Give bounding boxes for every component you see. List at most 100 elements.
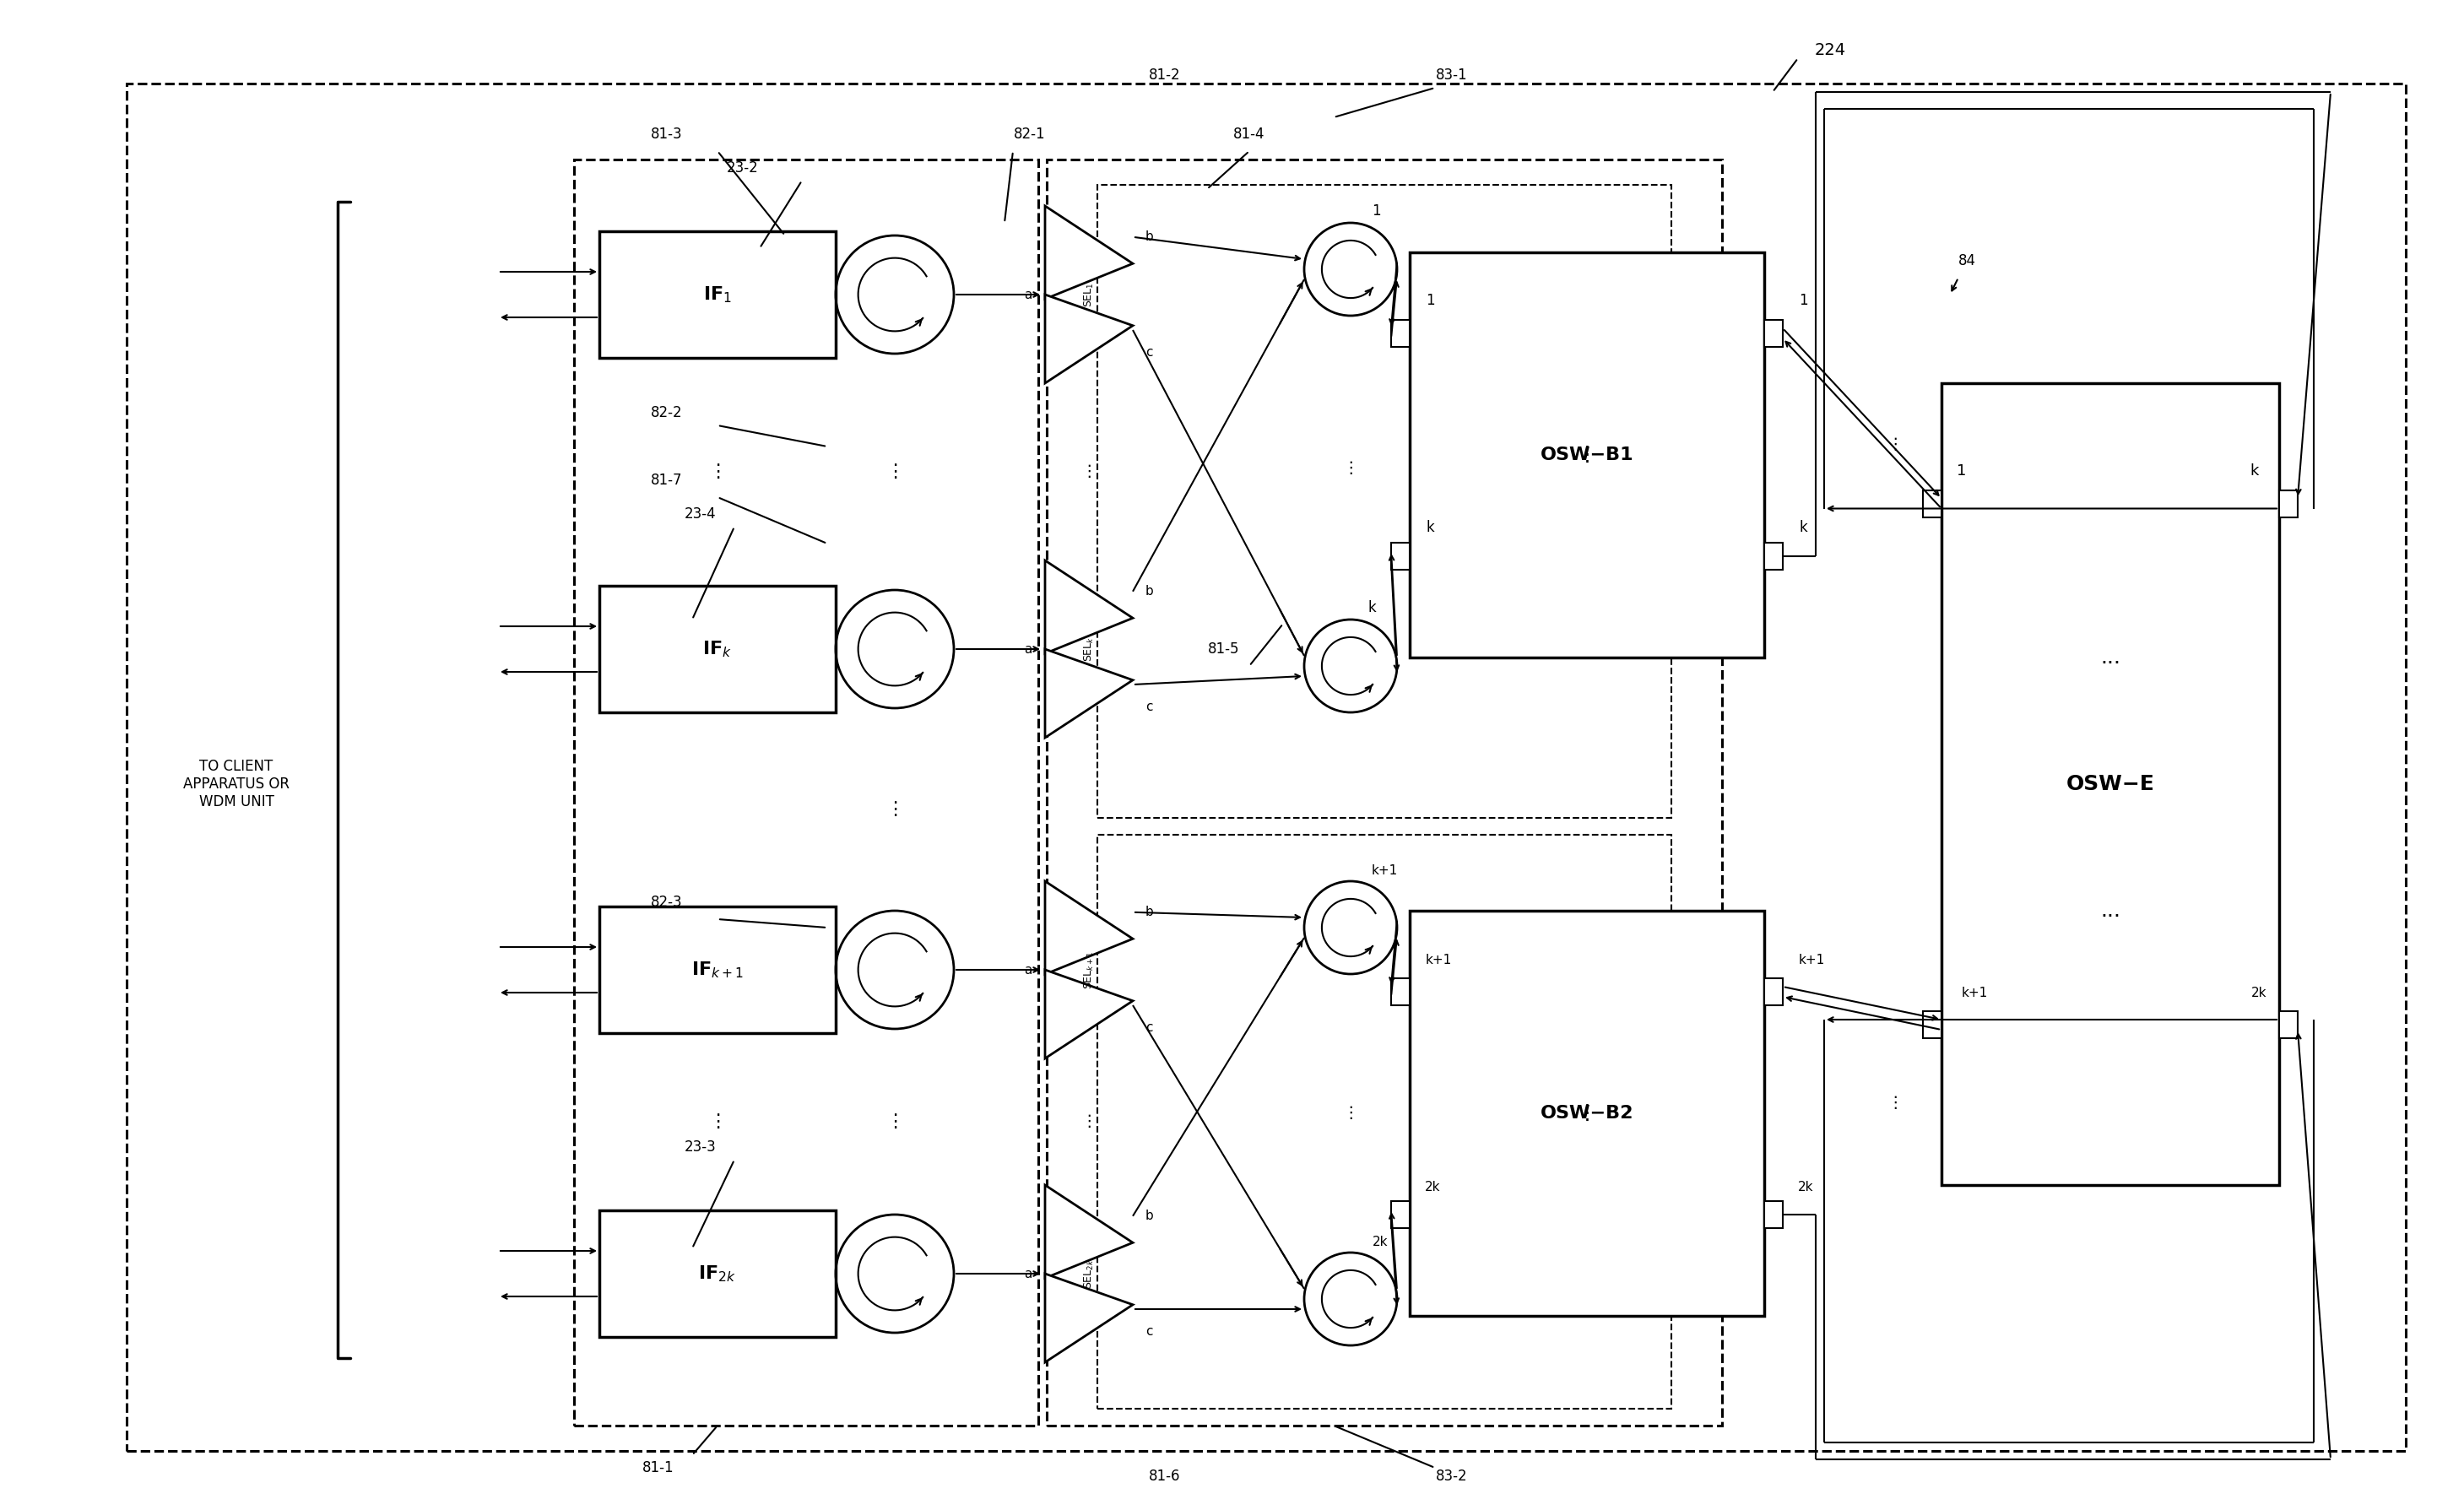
Text: ⋮: ⋮ — [885, 464, 904, 480]
Text: ...: ... — [2099, 900, 2122, 921]
Bar — [2279, 489, 2299, 516]
Text: 23-3: 23-3 — [685, 1140, 717, 1155]
Text: a: a — [1025, 288, 1032, 300]
Text: k: k — [2250, 464, 2259, 479]
Text: 81-1: 81-1 — [643, 1460, 675, 1475]
Bar — [1764, 978, 1784, 1006]
Text: 83-1: 83-1 — [1437, 68, 1469, 83]
Text: OSW−B2: OSW−B2 — [1540, 1105, 1634, 1122]
Text: ⋮: ⋮ — [1577, 445, 1597, 465]
Text: SEL$_{2k}$: SEL$_{2k}$ — [1082, 1258, 1096, 1290]
Polygon shape — [1045, 1185, 1133, 1277]
Bar — [1764, 542, 1784, 569]
Text: c: c — [1146, 1324, 1153, 1338]
Text: k+1: k+1 — [1961, 986, 1988, 1000]
Bar — [1392, 542, 1409, 569]
Text: ⋮: ⋮ — [1343, 1105, 1358, 1122]
Text: 81-4: 81-4 — [1234, 127, 1264, 142]
Bar — [1922, 489, 1942, 516]
Text: a: a — [1025, 643, 1032, 655]
Text: b: b — [1146, 906, 1153, 918]
Text: k+1: k+1 — [1799, 954, 1826, 966]
Bar — [1096, 184, 1671, 818]
Text: k+1: k+1 — [1370, 864, 1397, 877]
Polygon shape — [1045, 1273, 1133, 1362]
Bar — [574, 160, 1037, 1425]
Text: k: k — [1799, 519, 1806, 535]
Text: 2k: 2k — [1799, 1181, 1814, 1193]
Text: ⋮: ⋮ — [885, 1113, 904, 1129]
Bar — [1922, 1012, 1942, 1039]
Bar — [1392, 320, 1409, 347]
Text: ⋮: ⋮ — [1887, 1095, 1902, 1111]
Text: 81-3: 81-3 — [650, 127, 683, 142]
Text: ⋮: ⋮ — [707, 464, 727, 480]
Bar — [599, 586, 835, 713]
Text: SEL$_k$: SEL$_k$ — [1082, 636, 1096, 661]
Text: 81-7: 81-7 — [650, 473, 683, 488]
Bar — [1409, 252, 1764, 657]
Text: c: c — [1146, 1021, 1153, 1034]
Text: 2k: 2k — [1372, 1235, 1387, 1249]
Text: c: c — [1146, 701, 1153, 713]
Text: k: k — [1368, 599, 1375, 615]
Text: 82-3: 82-3 — [650, 895, 683, 911]
Text: 23-4: 23-4 — [685, 506, 717, 521]
Bar — [599, 231, 835, 358]
Text: IF$_{2k}$: IF$_{2k}$ — [697, 1264, 737, 1284]
Text: b: b — [1146, 1210, 1153, 1223]
Text: ...: ... — [2099, 648, 2122, 667]
Bar — [2279, 1012, 2299, 1039]
Text: b: b — [1146, 586, 1153, 598]
Text: ⋮: ⋮ — [1343, 459, 1358, 476]
Text: 81-2: 81-2 — [1148, 68, 1180, 83]
Text: 23-2: 23-2 — [727, 160, 759, 175]
Text: b: b — [1146, 231, 1153, 243]
Polygon shape — [1045, 294, 1133, 384]
Bar — [1409, 911, 1764, 1315]
Polygon shape — [1045, 882, 1133, 974]
Text: IF$_{k+1}$: IF$_{k+1}$ — [692, 960, 744, 980]
Text: ⋮: ⋮ — [707, 1113, 727, 1129]
Text: SEL$_{k+1}$: SEL$_{k+1}$ — [1082, 951, 1096, 989]
Text: a: a — [1025, 963, 1032, 975]
Bar — [1764, 320, 1784, 347]
Bar — [1942, 384, 2279, 1185]
Text: 1: 1 — [1956, 464, 1966, 479]
Text: 81-6: 81-6 — [1148, 1469, 1180, 1484]
Text: 81-5: 81-5 — [1207, 642, 1239, 657]
Text: 2k: 2k — [1424, 1181, 1441, 1193]
Bar — [1764, 1200, 1784, 1228]
Bar — [1096, 835, 1671, 1409]
Text: 1: 1 — [1427, 293, 1434, 308]
Text: k: k — [1427, 519, 1434, 535]
Text: TO CLIENT
APPARATUS OR
WDM UNIT: TO CLIENT APPARATUS OR WDM UNIT — [182, 760, 291, 809]
Text: k+1: k+1 — [1424, 954, 1451, 966]
Text: ⋮: ⋮ — [1887, 436, 1902, 453]
Text: a: a — [1025, 1267, 1032, 1280]
Text: SEL$_1$: SEL$_1$ — [1082, 282, 1096, 307]
Text: c: c — [1146, 346, 1153, 358]
Text: ⋮: ⋮ — [885, 800, 904, 818]
Bar — [1392, 978, 1409, 1006]
Text: ⋮: ⋮ — [1577, 1104, 1597, 1123]
Polygon shape — [1045, 969, 1133, 1059]
Text: 1: 1 — [1799, 293, 1809, 308]
Text: 84: 84 — [1959, 254, 1976, 269]
Text: OSW−E: OSW−E — [2065, 775, 2154, 794]
Text: 82-2: 82-2 — [650, 405, 683, 420]
Text: ⋮: ⋮ — [1082, 1114, 1096, 1129]
Text: OSW−B1: OSW−B1 — [1540, 447, 1634, 464]
Text: 82-1: 82-1 — [1015, 127, 1045, 142]
Text: IF$_k$: IF$_k$ — [702, 639, 732, 658]
Text: 224: 224 — [1816, 42, 1846, 57]
Bar — [1392, 1200, 1409, 1228]
Bar — [1047, 160, 1722, 1425]
Bar — [599, 1211, 835, 1336]
Text: ⋮: ⋮ — [1082, 464, 1096, 480]
Text: 83-2: 83-2 — [1437, 1469, 1469, 1484]
Polygon shape — [1045, 205, 1133, 299]
Polygon shape — [1045, 560, 1133, 654]
Text: IF$_1$: IF$_1$ — [702, 284, 732, 305]
Bar — [599, 906, 835, 1033]
